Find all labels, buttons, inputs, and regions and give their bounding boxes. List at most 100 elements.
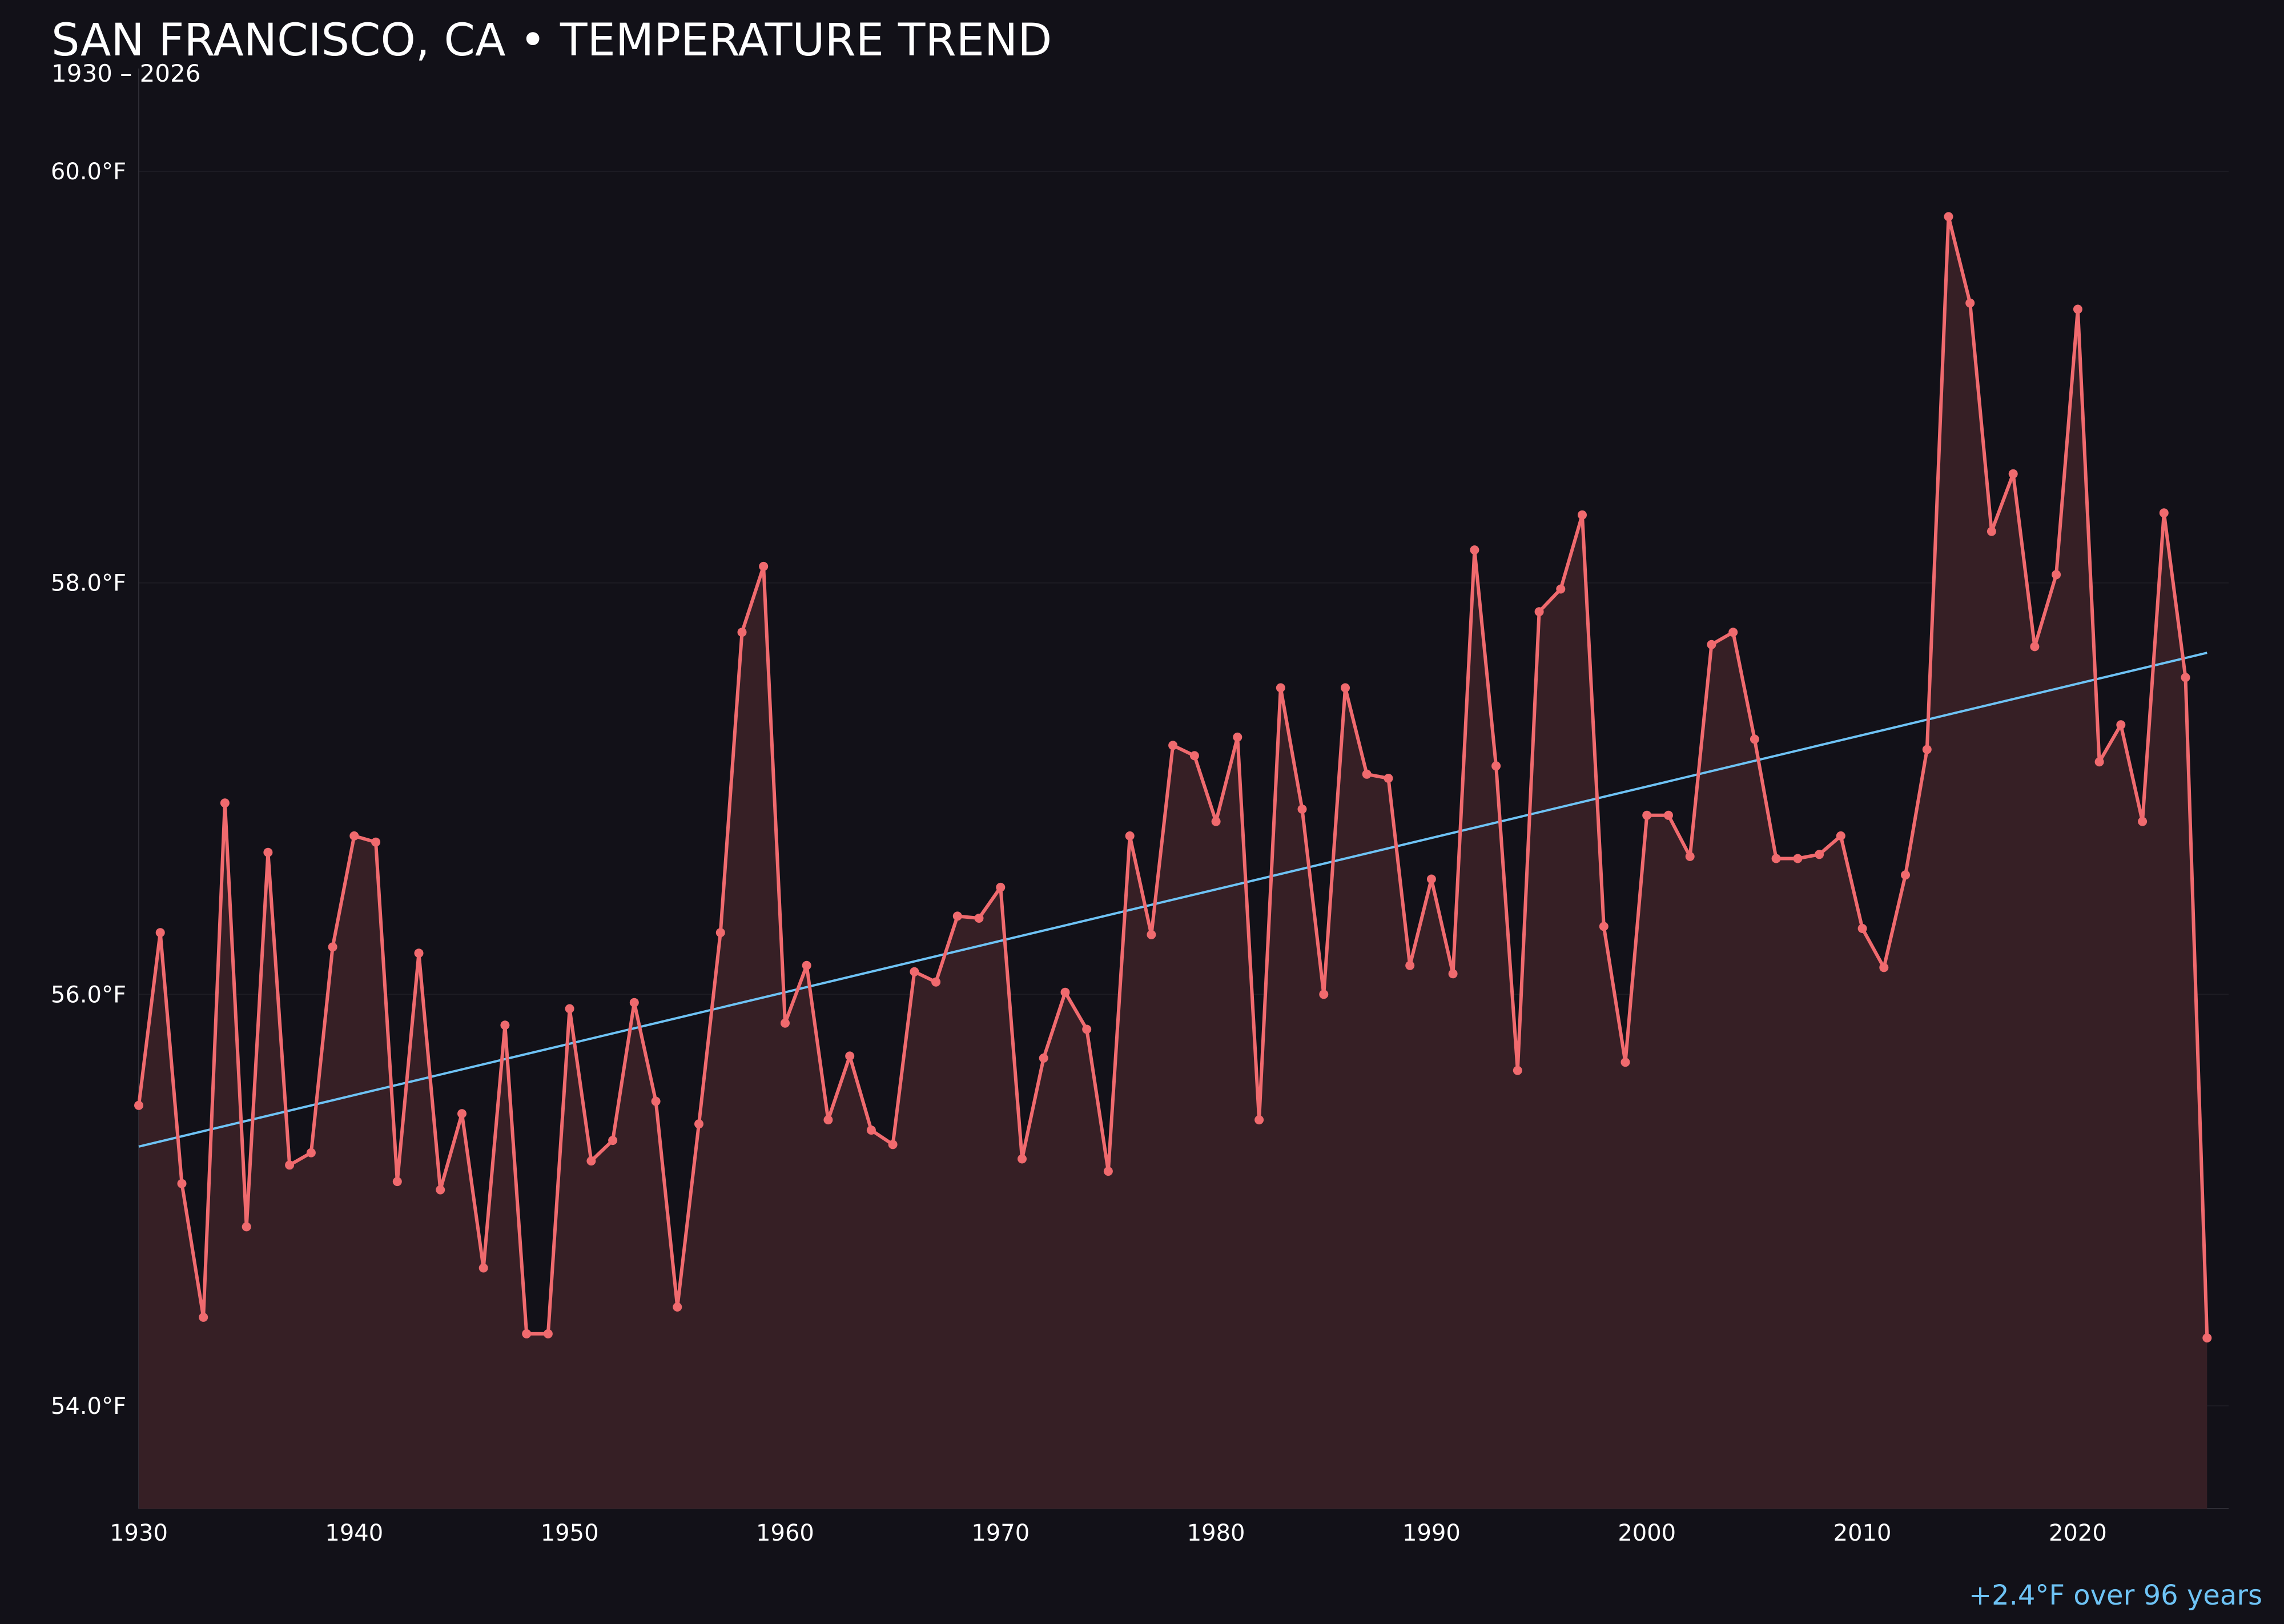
data-point (1685, 851, 1695, 861)
data-point (242, 1222, 251, 1232)
data-point (1599, 922, 1609, 931)
data-point (285, 1160, 295, 1170)
data-point (1082, 1024, 1092, 1034)
data-point (349, 831, 359, 841)
data-point (629, 998, 639, 1007)
x-tick-label: 1960 (756, 1520, 814, 1546)
data-point (823, 1115, 833, 1125)
data-point (1987, 526, 1996, 536)
data-point (1793, 854, 1803, 863)
y-tick-label: 58.0°F (51, 570, 126, 597)
data-point (845, 1051, 855, 1061)
data-point (457, 1109, 467, 1119)
data-point (974, 914, 984, 923)
data-point (1922, 745, 1932, 754)
data-point (1513, 1066, 1522, 1075)
data-point (2116, 720, 2126, 730)
data-point (1901, 870, 1910, 880)
y-tick-label: 54.0°F (51, 1393, 126, 1420)
data-point (952, 911, 962, 921)
x-tick-label: 2020 (2049, 1520, 2107, 1546)
data-point (1879, 963, 1889, 972)
data-point (1750, 734, 1759, 744)
x-tick-label: 2000 (1618, 1520, 1676, 1546)
data-point (543, 1329, 553, 1338)
data-point (802, 960, 811, 970)
data-point (436, 1185, 445, 1195)
data-point (1857, 924, 1867, 933)
data-point (1276, 683, 1285, 693)
data-point (673, 1302, 682, 1312)
data-point (694, 1119, 703, 1129)
data-point (1125, 831, 1135, 841)
data-point (2052, 570, 2061, 580)
data-point (1578, 510, 1587, 520)
data-point (1534, 607, 1544, 617)
x-tick-label: 1990 (1402, 1520, 1461, 1546)
data-point (2094, 757, 2104, 767)
data-point (1189, 751, 1199, 761)
data-point (910, 967, 919, 976)
area-fill (139, 216, 2207, 1509)
data-point (306, 1148, 316, 1157)
data-point (1965, 298, 1975, 308)
series-area (139, 216, 2207, 1509)
data-point (737, 628, 747, 637)
y-tick-label: 60.0°F (51, 159, 126, 185)
data-point (759, 561, 769, 571)
data-point (177, 1179, 187, 1188)
data-point (1211, 817, 1221, 826)
data-point (565, 1004, 574, 1014)
data-point (2073, 304, 2082, 314)
data-point (1341, 683, 1350, 693)
data-point (715, 928, 725, 938)
data-point (1297, 805, 1307, 814)
data-point (263, 847, 273, 857)
x-tick-label: 1950 (541, 1520, 599, 1546)
data-point (478, 1263, 488, 1273)
data-point (1168, 741, 1178, 750)
data-point (2181, 673, 2190, 682)
x-tick-label: 1970 (971, 1520, 1030, 1546)
data-point (1018, 1154, 1027, 1164)
data-point (1944, 212, 1953, 222)
data-point (2159, 508, 2169, 518)
data-point (888, 1140, 898, 1149)
data-point (1470, 545, 1479, 555)
data-point (1664, 810, 1673, 820)
data-point (328, 942, 337, 952)
data-point (1039, 1054, 1048, 1063)
x-tick-label: 1940 (325, 1520, 383, 1546)
data-point (1362, 769, 1372, 779)
data-point (866, 1125, 876, 1135)
trend-line (138, 652, 2207, 1148)
data-point (2202, 1333, 2212, 1342)
data-point (1426, 874, 1436, 884)
data-point (155, 928, 165, 938)
chart-title: SAN FRANCISCO, CA • TEMPERATURE TREND (51, 15, 1052, 66)
data-point (220, 798, 230, 808)
data-point (1319, 990, 1329, 999)
data-point (1254, 1115, 1264, 1125)
x-tick-label: 1980 (1187, 1520, 1245, 1546)
data-point (608, 1136, 618, 1145)
data-point (414, 948, 424, 958)
trend-annotation: +2.4°F over 96 years (1968, 1579, 2262, 1611)
data-point (500, 1020, 510, 1030)
data-point (1728, 628, 1738, 637)
data-point (781, 1018, 790, 1028)
data-point (1405, 960, 1415, 970)
data-point (651, 1096, 661, 1106)
data-point (522, 1329, 532, 1338)
data-point (392, 1177, 402, 1187)
data-point (586, 1156, 596, 1166)
data-point (1620, 1058, 1630, 1067)
y-tick-labels: 54.0°F 56.0°F 58.0°F 60.0°F (51, 159, 126, 1420)
data-point (371, 837, 381, 847)
points-layer (134, 212, 2212, 1342)
data-point (996, 882, 1006, 892)
data-point (1556, 584, 1566, 594)
data-point (134, 1100, 143, 1110)
data-point (1815, 850, 1824, 859)
